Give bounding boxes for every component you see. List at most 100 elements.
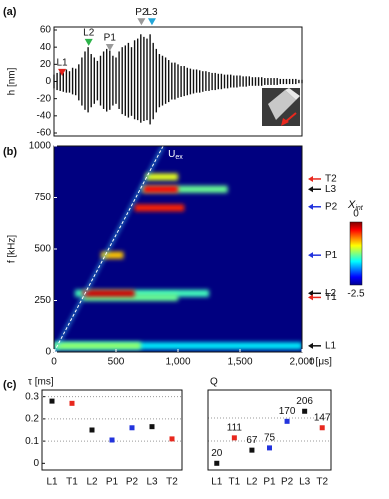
- colorbar-name: X: [347, 199, 356, 211]
- y-tick-label: 750: [34, 192, 51, 203]
- marker-label: L1: [56, 58, 68, 69]
- marker-label: P2: [135, 7, 148, 18]
- y-axis-label: f [kHz]: [7, 235, 18, 264]
- x-tick-label: P2: [126, 477, 139, 488]
- point: [249, 447, 255, 453]
- excitation-name: U: [168, 149, 175, 160]
- mode-arrowhead: [308, 175, 313, 182]
- marker: [105, 44, 114, 52]
- colorbar: [349, 221, 363, 286]
- point: [89, 427, 95, 433]
- mode-arrowhead: [308, 252, 313, 259]
- mode-label: T1: [325, 292, 337, 303]
- point: [129, 425, 135, 431]
- y-axis-label: τ [ms]: [28, 377, 54, 388]
- value-label: 20: [211, 448, 223, 459]
- band: [145, 173, 178, 181]
- x-tick-label: P1: [263, 477, 276, 488]
- mode-label: P1: [325, 250, 338, 261]
- band: [75, 289, 209, 297]
- y-tick-label: -40: [37, 110, 52, 121]
- point: [284, 418, 290, 424]
- x-tick-label: L3: [146, 477, 158, 488]
- x-tick-label: T2: [316, 477, 328, 488]
- band: [142, 185, 228, 193]
- y-tick-label: 40: [40, 42, 52, 53]
- mode-label: T2: [325, 174, 337, 185]
- y-tick-label: 20: [40, 59, 52, 70]
- band: [82, 293, 178, 301]
- band: [82, 289, 135, 297]
- x-tick-label: L2: [86, 477, 98, 488]
- y-tick-label: -60: [37, 128, 52, 139]
- marker: [137, 18, 146, 26]
- x-tick-label: 1,000: [165, 357, 190, 368]
- y-tick-label: 0.2: [25, 414, 39, 425]
- y-tick-label: 0: [45, 347, 51, 358]
- y-axis-label: h [nm]: [7, 67, 18, 95]
- y-tick-label: 0: [45, 76, 51, 87]
- point: [69, 400, 75, 406]
- value-label: 206: [296, 396, 313, 407]
- marker: [147, 18, 156, 26]
- y-tick-label: 60: [40, 25, 52, 36]
- colorbar-tick-label: -2.5: [347, 289, 365, 300]
- band: [143, 185, 178, 193]
- y-axis-label: Q: [210, 377, 218, 388]
- panel-label: (b): [3, 146, 17, 158]
- y-tick-label: -20: [37, 93, 52, 104]
- y-tick-label: 0: [33, 458, 39, 469]
- mode-label: L1: [325, 340, 337, 351]
- mode-label: L2: [325, 288, 337, 299]
- x-tick-label: 2,000: [289, 357, 314, 368]
- point: [49, 398, 55, 404]
- point: [267, 445, 272, 451]
- colorbar-subscript: int: [355, 205, 363, 212]
- mode-arrowhead: [308, 342, 313, 349]
- value-label: 147: [314, 412, 331, 423]
- plot-frame: [41, 389, 183, 471]
- colorbar-tick-label: 0: [353, 209, 359, 220]
- x-tick-label: T1: [66, 477, 78, 488]
- band: [134, 204, 185, 212]
- x-tick-label: L3: [299, 477, 311, 488]
- excitation-subscript: ex: [175, 154, 183, 161]
- mode-arrowhead: [308, 186, 313, 193]
- x-tick-label: T2: [166, 477, 178, 488]
- inset-image: [262, 88, 300, 126]
- marker: [58, 68, 67, 76]
- mode-arrowhead: [308, 290, 313, 297]
- x-tick-label: T1: [229, 477, 241, 488]
- excitation-label: Uex: [168, 149, 183, 161]
- panel-label: (a): [3, 6, 17, 18]
- point: [231, 435, 237, 441]
- value-label: 75: [264, 433, 276, 444]
- heatmap: [54, 146, 302, 352]
- band: [54, 342, 302, 350]
- y-tick-label: 0.3: [25, 391, 39, 402]
- x-tick-label: L1: [46, 477, 58, 488]
- x-tick-label: L1: [211, 477, 223, 488]
- marker-label: P1: [104, 33, 117, 44]
- value-label: 111: [227, 422, 243, 433]
- x-tick-label: P2: [281, 477, 294, 488]
- marker: [84, 38, 93, 46]
- mode-label: P2: [325, 201, 338, 212]
- mode-arrowhead: [308, 294, 313, 301]
- point: [109, 437, 115, 443]
- panel-label: (c): [3, 379, 17, 391]
- x-tick-label: 500: [108, 357, 125, 368]
- point: [169, 436, 175, 442]
- mode-arrowhead: [308, 203, 313, 210]
- colorbar-label: Xint: [347, 199, 364, 212]
- point: [302, 408, 308, 414]
- y-tick-label: 500: [34, 244, 51, 255]
- marker-label: L2: [83, 28, 95, 39]
- x-axis-label: t [μs]: [310, 357, 332, 368]
- x-tick-label: 0: [51, 357, 57, 368]
- x-tick-label: 1,500: [227, 357, 252, 368]
- y-tick-label: 250: [34, 295, 51, 306]
- plot-frame: [207, 389, 332, 471]
- band: [54, 342, 141, 350]
